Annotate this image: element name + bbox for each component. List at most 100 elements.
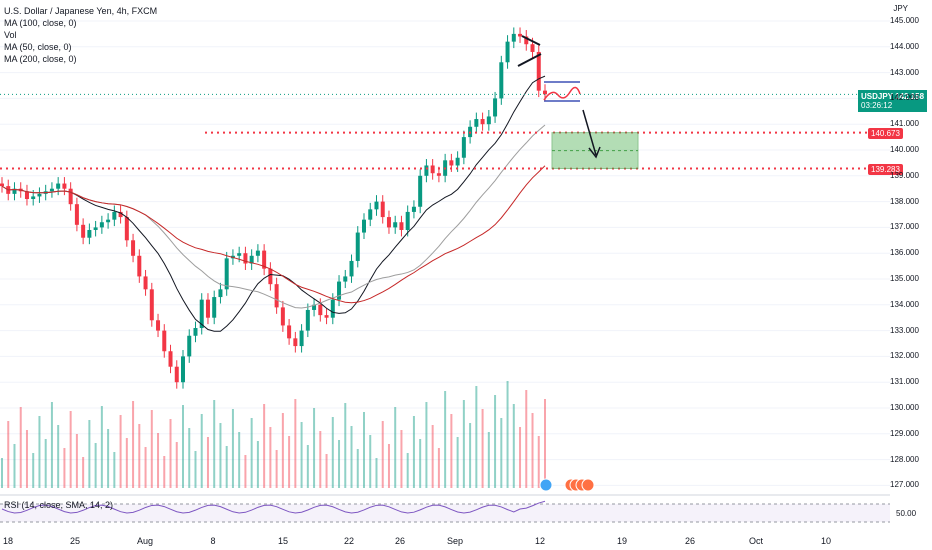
symbol-label: USDJPY [861, 92, 893, 101]
volume-bar [194, 451, 197, 488]
candle-body [349, 260, 354, 277]
indicator-ma200[interactable]: MA (200, close, 0) [4, 54, 77, 64]
candle-body [280, 307, 285, 326]
volume-bar [19, 407, 22, 488]
candle-body [68, 188, 73, 205]
volume-bar [256, 441, 259, 488]
volume-bar [206, 437, 209, 488]
candle-body [12, 188, 17, 194]
candle-body [405, 211, 410, 230]
volume-bar [406, 453, 409, 488]
indicator-vol[interactable]: Vol [4, 30, 17, 40]
volume-bar [437, 448, 440, 488]
candle-body [518, 33, 523, 37]
projection-wave [543, 86, 581, 101]
volume-bar [363, 412, 365, 488]
volume-bar [519, 427, 522, 488]
volume-bar [13, 444, 16, 488]
price-axis-label: 134.000 [890, 299, 919, 309]
candle-body [380, 201, 385, 218]
candle-body [305, 309, 310, 331]
volume-bar [381, 421, 384, 488]
currency-label: JPY [893, 4, 908, 13]
volume-bar [487, 432, 490, 488]
candle-body [524, 36, 529, 45]
volume-bar [244, 455, 247, 488]
candle-body [112, 211, 117, 220]
candle-body [224, 258, 229, 290]
volume-bar [250, 418, 253, 488]
rsi-level-label: 50.00 [896, 509, 917, 518]
volume-bar [281, 413, 284, 488]
price-axis-label: 142.000 [890, 93, 919, 103]
ma200-line [1, 165, 546, 304]
volume-bar [319, 431, 322, 488]
volume-bar [444, 391, 447, 488]
candle-body [393, 222, 398, 228]
time-axis-label: 10 [820, 536, 832, 546]
price-axis-label: 130.000 [890, 403, 919, 412]
volume-bar [506, 381, 509, 488]
time-axis-label: 22 [343, 536, 355, 546]
volume-bar [82, 457, 85, 488]
symbol-tag: USDJPY 142.158 03:26:12 [858, 90, 928, 112]
volume-bar [325, 454, 328, 488]
time-axis-label: 18 [2, 536, 14, 546]
time-axis-label: 15 [277, 536, 289, 546]
indicator-ma50[interactable]: MA (50, close, 0) [4, 42, 72, 52]
volume-bar [356, 449, 359, 488]
volume-bar [412, 416, 415, 488]
candle-body [274, 284, 279, 308]
volume-bar [331, 417, 334, 488]
candle-body [162, 330, 167, 352]
event-icon [581, 478, 595, 492]
price-axis-label: 128.000 [890, 454, 919, 464]
price-axis-label: 131.000 [890, 377, 919, 387]
volume-bar [225, 446, 228, 488]
volume-bar [100, 406, 103, 488]
volume-bar [200, 414, 203, 488]
volume-bar [63, 448, 66, 488]
candle-body [386, 217, 391, 228]
candle-body [137, 255, 142, 277]
volume-bar [300, 422, 303, 488]
volume-bar [425, 402, 428, 488]
volume-bar [144, 447, 147, 488]
time-axis-label: Sep [446, 536, 464, 546]
candle-body [530, 44, 535, 52]
price-axis-label: 143.000 [890, 67, 919, 77]
price-axis-label: 138.000 [890, 196, 919, 206]
volume-bar [456, 437, 459, 488]
candle-body [174, 366, 179, 383]
price-axis-label: 141.000 [890, 119, 919, 129]
volume-bar [88, 420, 91, 488]
volume-bar [107, 429, 110, 488]
volume-bar [400, 430, 403, 488]
time-axis-label: Aug [136, 536, 154, 546]
indicator-ma100[interactable]: MA (100, close, 0) [4, 18, 77, 28]
volume-bar [32, 453, 35, 488]
volume-bar [75, 434, 78, 488]
candle-body [124, 217, 129, 241]
time-axis-label: 19 [616, 536, 628, 546]
volume-bar [450, 414, 453, 488]
candle-body [62, 183, 67, 189]
volume-bar [113, 452, 116, 488]
volume-bar [419, 439, 422, 488]
volume-bar [275, 450, 278, 488]
candle-body [362, 219, 366, 233]
time-axis-label: Oct [748, 536, 764, 546]
candle-body [193, 328, 198, 336]
volume-bar [531, 413, 534, 488]
time-axis-label: 25 [69, 536, 81, 546]
candle-body [312, 304, 317, 310]
candle-body [461, 137, 466, 158]
rsi-legend[interactable]: RSI (14, close, SMA, 14, 2) [4, 500, 114, 510]
volume-bar [94, 443, 97, 488]
candle-body [486, 116, 491, 125]
candle-body [411, 206, 416, 212]
candle-body [399, 222, 404, 230]
volume-bar [138, 424, 141, 488]
candle-body [156, 320, 161, 331]
